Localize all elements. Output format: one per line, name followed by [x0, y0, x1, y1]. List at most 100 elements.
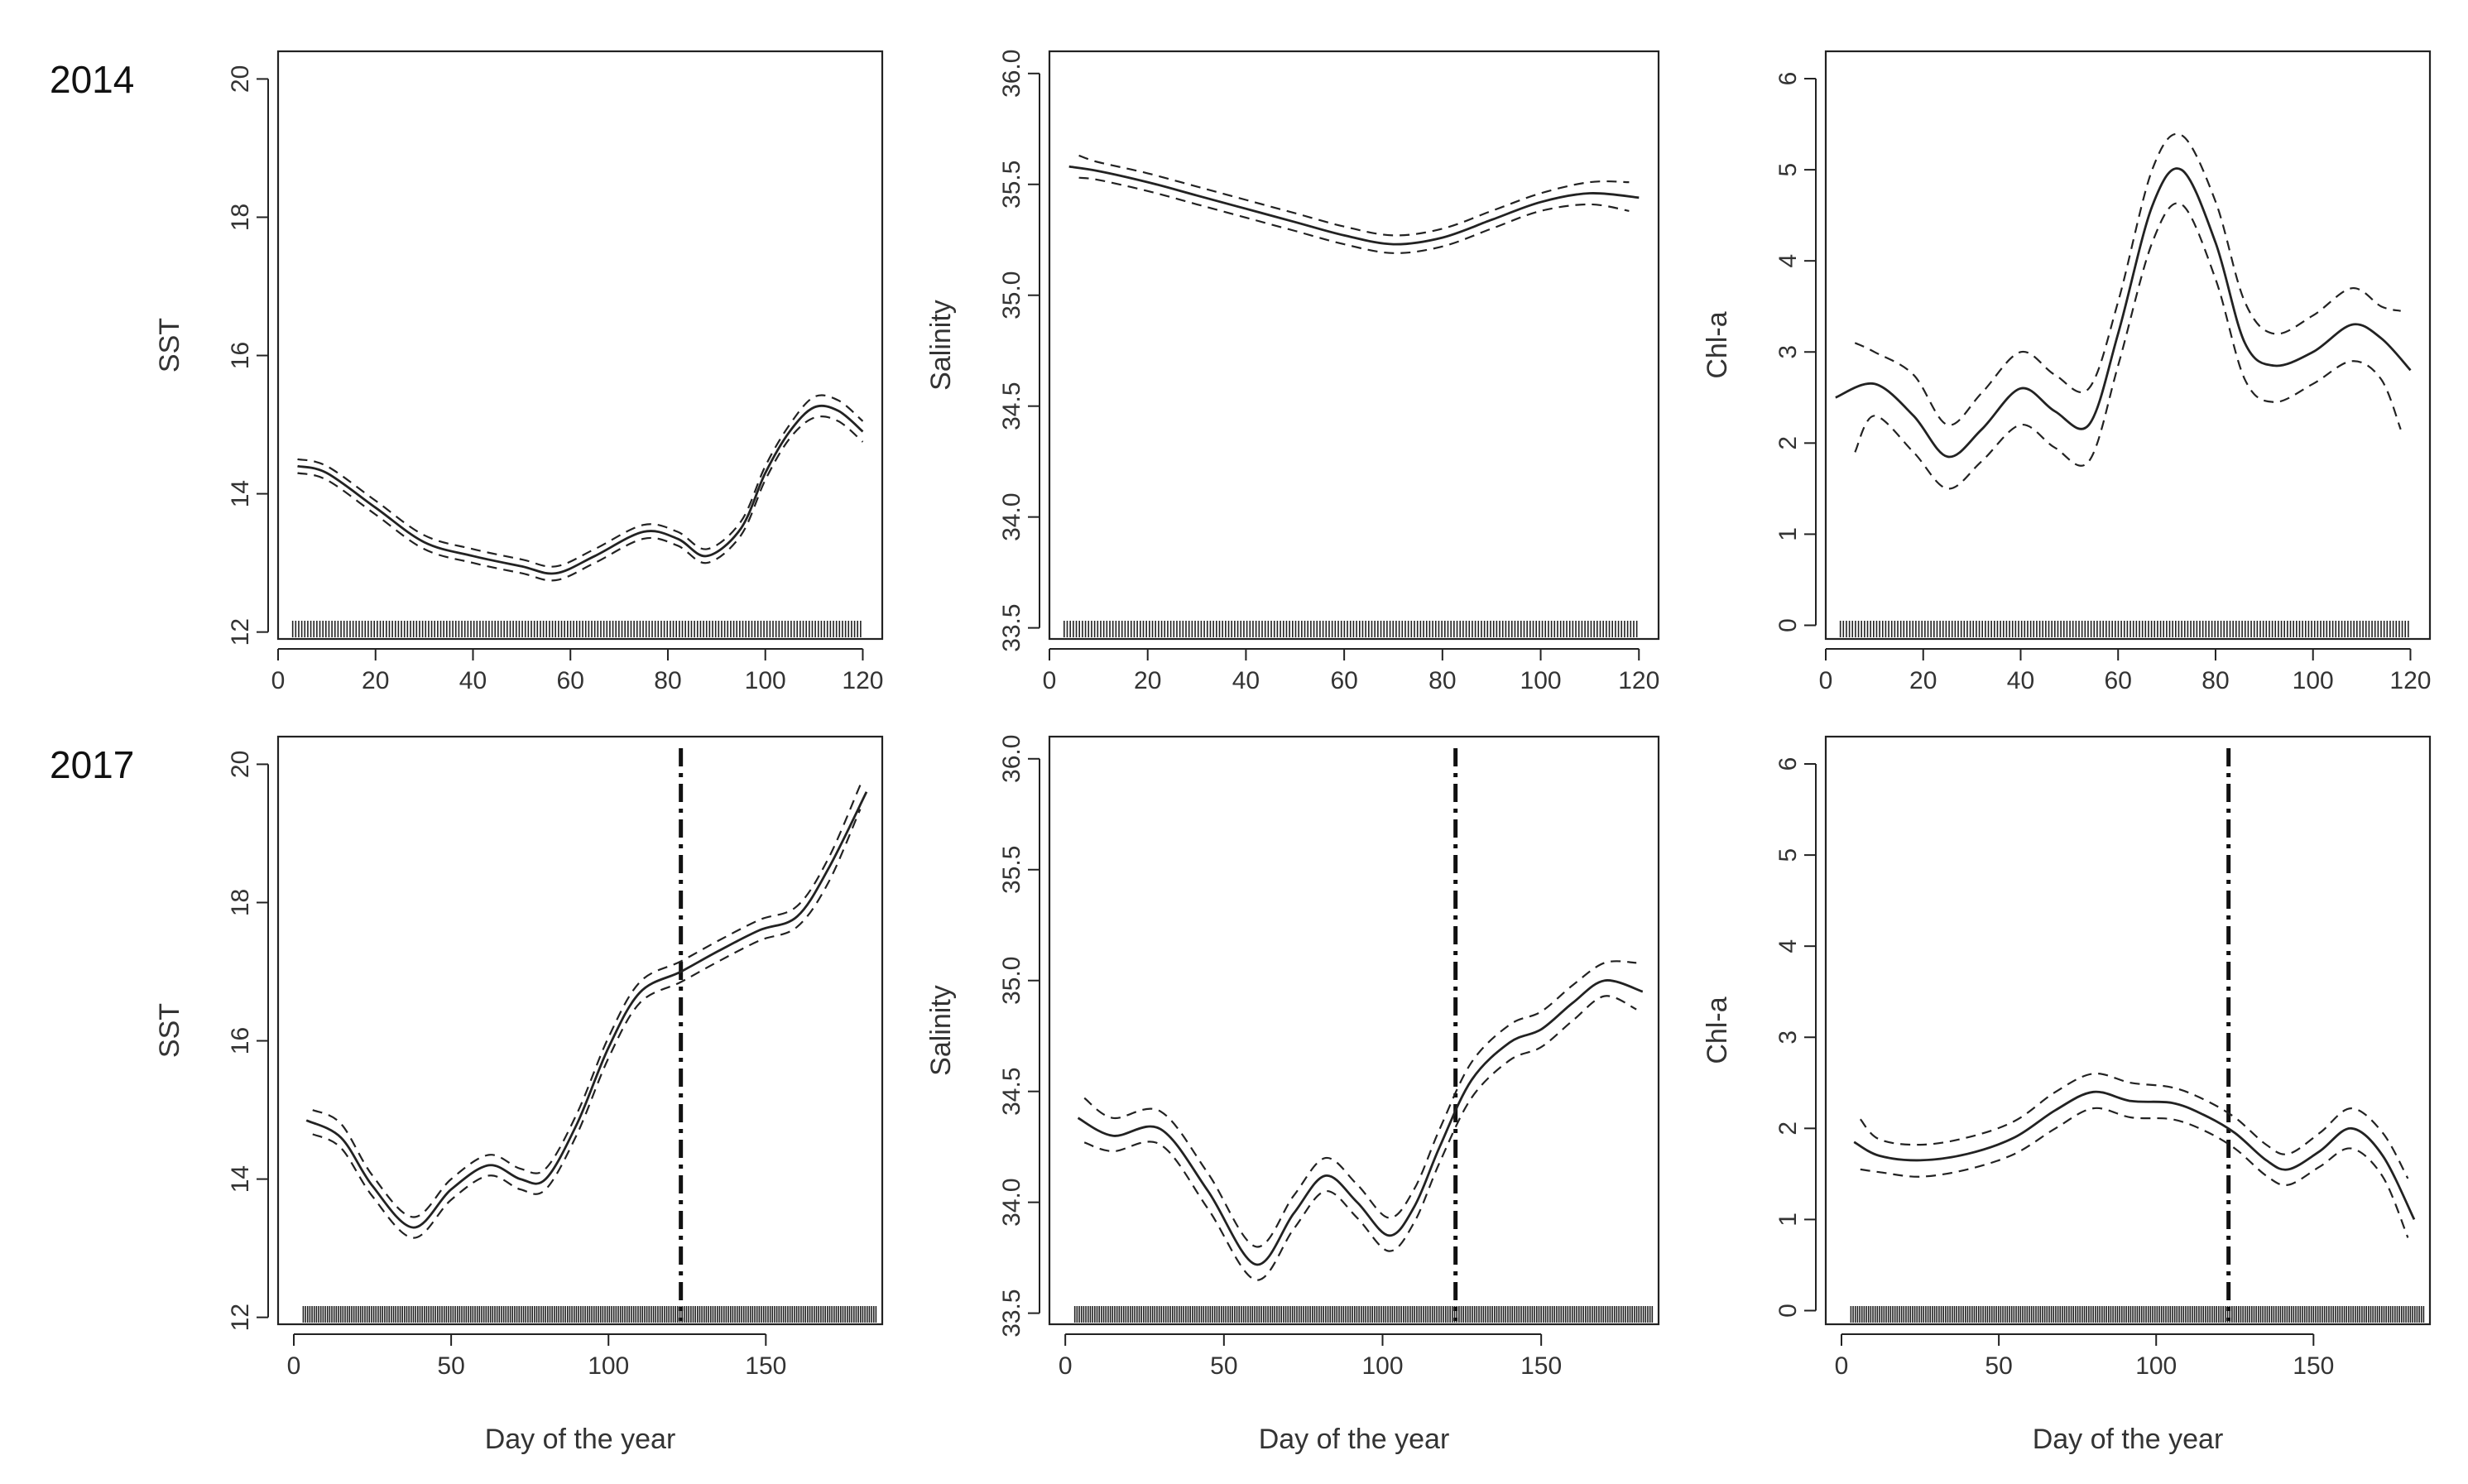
y-tick-label: 35.5: [998, 161, 1025, 209]
x-axis-title: Day of the year: [485, 1424, 676, 1455]
x-tick-label: 120: [842, 667, 883, 694]
series-fit: [1835, 167, 2412, 459]
x-tick-label: 0: [1835, 1352, 1849, 1380]
y-tick-label: 34.0: [998, 492, 1025, 540]
panel-2: 0 20 40 60 80 100 120 0 1 2 3 4 5 6 Chl-a: [1702, 50, 2432, 694]
y-tick-label: 0: [1774, 618, 1802, 632]
x-tick-label: 80: [654, 667, 681, 694]
series-fit: [305, 791, 868, 1229]
x-axis-title: Day of the year: [2033, 1424, 2224, 1455]
panel-0: 0 20 40 60 80 100 120 12 14 16 18 20 SST: [154, 50, 884, 694]
x-tick-label: 80: [1428, 667, 1456, 694]
series-lower: [312, 809, 862, 1239]
plot-frame: [1824, 50, 2432, 641]
x-tick-label: 0: [1059, 1352, 1073, 1380]
row-label-2017: 2017: [50, 743, 134, 786]
series-upper: [312, 785, 862, 1218]
y-tick-label: 1: [1774, 527, 1802, 541]
x-tick-label: 0: [1043, 667, 1057, 694]
plot-frame: [276, 735, 884, 1326]
rug-marks: [291, 621, 862, 637]
y-tick-label: 4: [1774, 939, 1802, 953]
x-tick-label: 20: [1909, 667, 1937, 694]
series-lower: [1083, 995, 1637, 1281]
y-tick-label: 34.5: [998, 1067, 1025, 1115]
series-fit: [1068, 165, 1640, 246]
rug-marks: [1064, 621, 1638, 637]
y-tick-label: 4: [1774, 254, 1802, 268]
y-axis-title: SST: [154, 318, 185, 372]
y-axis-title: Salinity: [925, 300, 957, 391]
plot-frame: [1048, 735, 1660, 1326]
y-tick-label: 20: [227, 65, 254, 93]
series-lower: [297, 415, 864, 582]
series-fit: [1853, 1090, 2416, 1221]
series-lower: [1078, 176, 1630, 254]
x-tick-label: 0: [1819, 667, 1833, 694]
x-tick-label: 40: [1232, 667, 1260, 694]
y-tick-label: 33.5: [998, 603, 1025, 651]
plot-frame: [276, 50, 884, 641]
y-tick-label: 0: [1774, 1304, 1802, 1318]
plot-frame: [1048, 50, 1660, 641]
y-tick-label: 6: [1774, 757, 1802, 771]
x-tick-label: 100: [745, 667, 786, 694]
x-tick-label: 50: [1210, 1352, 1237, 1380]
series-upper: [1083, 960, 1637, 1248]
y-tick-label: 12: [227, 1304, 254, 1331]
rug-marks: [302, 1306, 877, 1323]
series-lower: [1860, 1107, 2409, 1238]
x-tick-label: 100: [1361, 1352, 1403, 1380]
row-label-2014: 2014: [50, 58, 134, 101]
y-tick-label: 35.5: [998, 846, 1025, 894]
y-tick-label: 6: [1774, 72, 1802, 86]
y-tick-label: 35.0: [998, 957, 1025, 1005]
x-tick-label: 120: [1618, 667, 1659, 694]
y-tick-label: 1: [1774, 1213, 1802, 1227]
series-lower: [1854, 202, 2402, 490]
x-tick-label: 50: [437, 1352, 464, 1380]
series-upper: [1078, 154, 1630, 237]
y-tick-label: 18: [227, 204, 254, 231]
y-tick-label: 2: [1774, 1121, 1802, 1136]
x-tick-label: 100: [588, 1352, 629, 1380]
x-tick-label: 50: [1985, 1352, 2012, 1380]
x-tick-label: 100: [2135, 1352, 2177, 1380]
y-tick-label: 20: [227, 751, 254, 778]
x-tick-label: 120: [2389, 667, 2431, 694]
y-tick-label: 3: [1774, 1030, 1802, 1045]
panel-5: 0 50 100 150 0 1 2 3 4 5 6 Chl-a Day of the year: [1702, 735, 2432, 1455]
plot-frame: [1824, 735, 2432, 1326]
y-axis-title: Chl-a: [1702, 997, 1733, 1064]
x-tick-label: 150: [2293, 1352, 2334, 1380]
x-tick-label: 40: [459, 667, 487, 694]
panel-3: 0 50 100 150 12 14 16 18 20 SST Day of the year: [154, 735, 884, 1455]
y-axis-title: Salinity: [925, 985, 957, 1076]
series-fit: [297, 404, 864, 575]
y-tick-label: 5: [1774, 848, 1802, 862]
y-tick-label: 36.0: [998, 50, 1025, 98]
y-tick-label: 16: [227, 1027, 254, 1054]
series-upper: [1854, 132, 2401, 426]
x-tick-label: 150: [1520, 1352, 1562, 1380]
x-tick-label: 40: [2007, 667, 2034, 694]
y-tick-label: 5: [1774, 163, 1802, 177]
x-tick-label: 60: [2105, 667, 2132, 694]
y-axis-title: Chl-a: [1702, 311, 1733, 378]
y-tick-label: 34.0: [998, 1178, 1025, 1226]
y-tick-label: 18: [227, 889, 254, 916]
panel-1: 0 20 40 60 80 100 120 33.5 34.0 34.5 35.0 35.5 36.0 S…: [925, 50, 1659, 694]
x-tick-label: 0: [287, 1352, 301, 1380]
x-tick-label: 100: [1520, 667, 1562, 694]
x-tick-label: 100: [2293, 667, 2334, 694]
x-tick-label: 60: [1330, 667, 1357, 694]
y-tick-label: 14: [227, 480, 254, 507]
x-axis-title: Day of the year: [1259, 1424, 1450, 1455]
series-fit: [1077, 979, 1644, 1266]
x-tick-label: 60: [557, 667, 584, 694]
panel-4: 0 50 100 150 33.5 34.0 34.5 35.0 35.5 36.0 Salinit…: [925, 735, 1660, 1455]
series-upper: [297, 394, 864, 568]
y-tick-label: 14: [227, 1165, 254, 1193]
x-tick-label: 0: [271, 667, 286, 694]
